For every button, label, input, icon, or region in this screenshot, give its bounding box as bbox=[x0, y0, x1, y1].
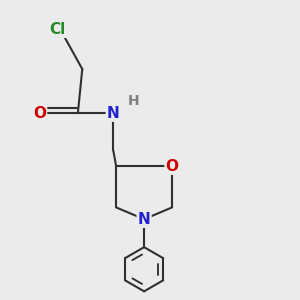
Text: N: N bbox=[138, 212, 151, 227]
Text: N: N bbox=[107, 106, 120, 121]
Text: O: O bbox=[166, 159, 178, 174]
Text: O: O bbox=[33, 106, 46, 121]
Text: Cl: Cl bbox=[49, 22, 65, 37]
Text: H: H bbox=[128, 94, 140, 108]
